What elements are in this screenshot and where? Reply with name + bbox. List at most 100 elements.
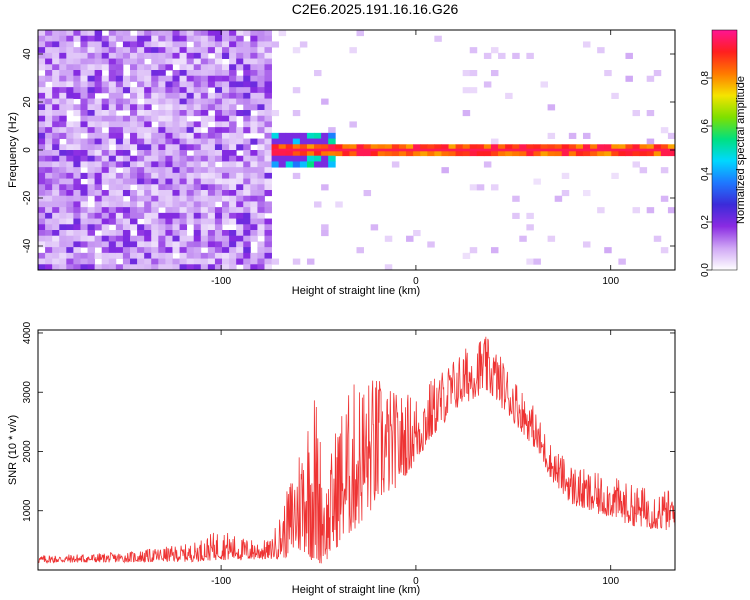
spectrogram-cell — [130, 190, 138, 197]
spectrogram-cell — [582, 144, 591, 151]
spectrogram-cell — [222, 161, 230, 168]
spectrogram-cell — [59, 52, 67, 59]
spectrogram-cell — [151, 235, 159, 242]
spectrogram-cell — [200, 155, 209, 162]
spectrogram-cell — [172, 172, 180, 179]
spectrogram-cell — [243, 264, 251, 270]
spectrogram-cell — [207, 47, 216, 54]
spectrogram-cell — [115, 75, 124, 82]
spectrogram-cell — [59, 241, 67, 248]
spectrogram-cell — [80, 75, 88, 82]
spectrogram-cell — [214, 121, 223, 128]
spectrogram-cell — [193, 30, 202, 37]
spectrogram-cell — [59, 247, 67, 254]
spectrogram-cell — [236, 98, 244, 105]
spectrogram-cell — [94, 178, 103, 185]
spectrogram-cell — [469, 144, 478, 151]
spectrogram-cell — [144, 81, 152, 88]
spectrogram-cell — [45, 207, 53, 214]
spectrogram-cell — [349, 144, 357, 151]
spectrogram-cell — [264, 218, 272, 225]
spectrogram-cell — [144, 264, 152, 270]
spectrogram-cell — [165, 167, 173, 174]
spectrogram-cell — [250, 121, 258, 128]
spectrogram-cell — [130, 98, 138, 105]
spectrogram-cell — [137, 92, 145, 99]
spectrogram-cell — [137, 155, 145, 162]
spectrogram-cell — [646, 207, 655, 214]
spectrogram-cell — [611, 144, 619, 151]
spectrogram-cell — [115, 64, 124, 71]
spectrogram-cell — [122, 121, 131, 128]
spectrogram-cell — [193, 81, 202, 88]
spectrogram-cell — [193, 161, 202, 168]
spectrogram-cell — [45, 75, 53, 82]
spectrogram-cell — [52, 230, 60, 237]
spectrogram-cell — [137, 52, 145, 59]
spectrogram-cell — [115, 235, 124, 242]
spectrogram-cell — [52, 167, 60, 174]
spectrogram-cell — [108, 41, 117, 48]
spectrogram-cell — [38, 207, 46, 214]
spectrogram-cell — [257, 178, 265, 185]
spectrogram-cell — [130, 58, 138, 65]
spectrogram-cell — [165, 252, 173, 259]
spectrogram-cell — [59, 81, 67, 88]
spectrogram-cell — [264, 98, 272, 105]
spectrogram-cell — [45, 178, 53, 185]
spectrogram-cell — [158, 115, 166, 122]
spectrogram-cell — [59, 58, 67, 65]
spectrogram-cell — [582, 132, 591, 139]
spectrogram-cell — [87, 161, 96, 168]
spectrogram-cell — [94, 207, 103, 214]
spectrogram-cell — [52, 75, 60, 82]
spectrogram-cell — [73, 247, 81, 254]
spectrogram-cell — [243, 178, 251, 185]
spectrogram-cell — [469, 184, 478, 191]
spectrogram-cell — [73, 132, 81, 139]
spectrogram-cell — [52, 47, 60, 54]
spectrogram-cell — [193, 75, 202, 82]
spectrogram-cell — [667, 207, 675, 214]
spectrogram-cell — [144, 207, 152, 214]
spectrogram-cell — [80, 195, 88, 202]
spectrogram-cell — [130, 258, 138, 265]
spectrogram-cell — [186, 207, 195, 214]
spectrogram-cell — [413, 230, 421, 237]
spectrogram-cell — [561, 190, 570, 197]
spectrogram-cell — [165, 92, 173, 99]
spectrogram-cell — [186, 52, 195, 59]
spectrogram-cell — [130, 127, 138, 134]
spectrogram-cell — [179, 138, 188, 145]
spectrogram-cell — [101, 241, 110, 248]
spectrogram-cell — [94, 218, 103, 225]
colorbar-ticks: 0.00.20.40.60.8 — [700, 71, 712, 277]
spectrogram-cell — [122, 47, 131, 54]
spectrogram-cell — [207, 104, 216, 111]
spectrogram-cell — [158, 258, 166, 265]
spectrogram-cell — [45, 52, 53, 59]
spectrogram-cell — [87, 104, 96, 111]
spectrogram-cell — [250, 264, 258, 270]
spectrogram-cell — [73, 87, 81, 94]
spectrogram-cell — [299, 138, 308, 145]
spectrogram-cell — [299, 41, 308, 48]
spectrogram-cell — [94, 235, 103, 242]
spectrogram-cell — [59, 47, 67, 54]
spectrogram-cell — [214, 30, 223, 37]
spectrogram-cell — [108, 98, 117, 105]
spectrogram-cell — [229, 52, 237, 59]
spectrogram-cell — [38, 58, 46, 65]
spectrogram-cell — [66, 184, 74, 191]
spectrogram-cell — [229, 247, 237, 254]
spectrogram-cell — [38, 132, 46, 139]
spectrogram-cell — [137, 75, 145, 82]
spectrogram-cell — [483, 144, 492, 151]
spectrogram-cell — [122, 75, 131, 82]
spectrogram-cell — [144, 47, 152, 54]
spectrogram-cell — [243, 121, 251, 128]
spectrogram-cell — [144, 155, 152, 162]
spectrogram-cell — [264, 252, 272, 259]
spectrogram-cell — [264, 58, 272, 65]
spectrogram-cell — [597, 150, 605, 157]
